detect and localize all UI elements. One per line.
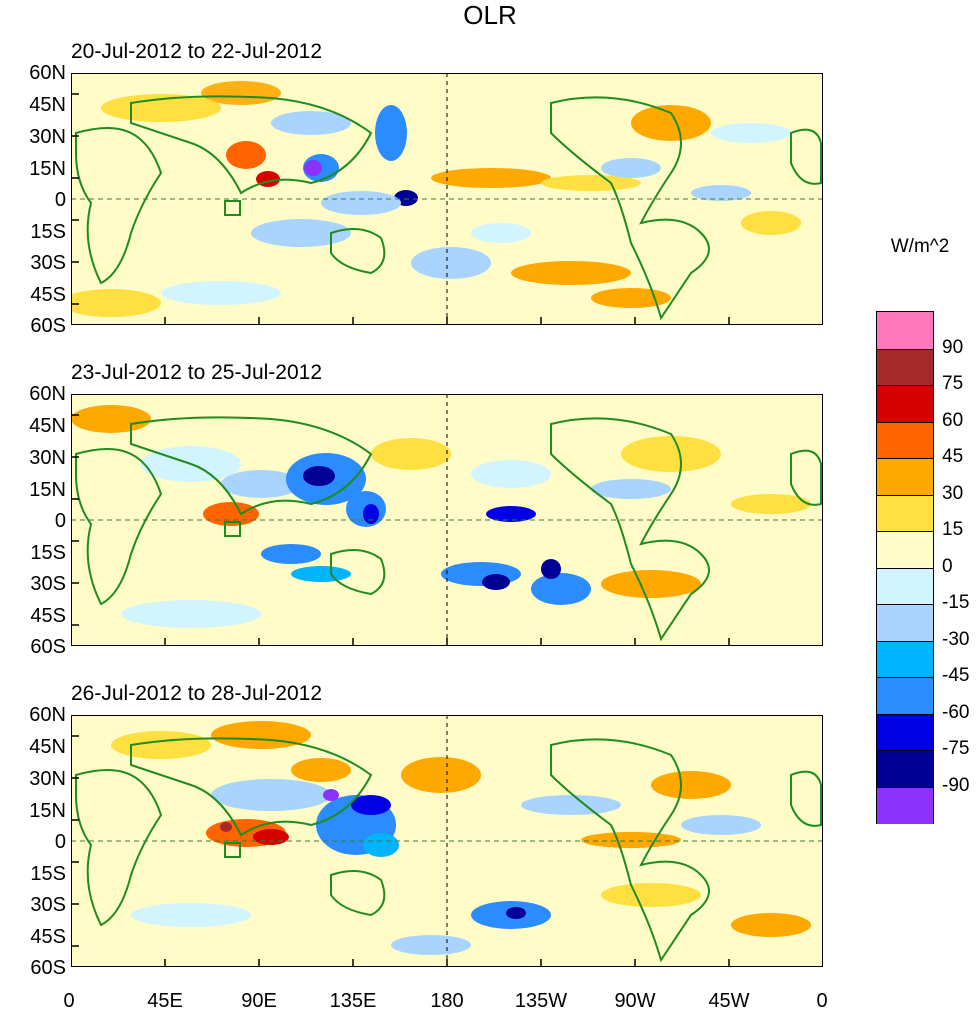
colorbar-box bbox=[877, 458, 933, 496]
page-title: OLR bbox=[463, 0, 517, 30]
lat-label: 30N bbox=[29, 768, 66, 790]
olr-map-panel-2 bbox=[71, 394, 823, 646]
lat-label: 60S bbox=[30, 957, 66, 979]
lat-label: 60N bbox=[29, 62, 66, 84]
colorbar-box bbox=[877, 348, 933, 386]
lon-label: 180 bbox=[430, 990, 464, 1012]
lat-label: 60N bbox=[29, 383, 66, 405]
lat-label: 45N bbox=[29, 94, 66, 116]
colorbar-label: 45 bbox=[942, 446, 964, 467]
lat-label: 45S bbox=[30, 605, 66, 627]
lat-label: 15S bbox=[30, 221, 66, 243]
lat-label: 60N bbox=[29, 704, 66, 726]
lon-label: 135E bbox=[329, 990, 377, 1012]
lat-label: 60S bbox=[30, 315, 66, 337]
lon-label: 135W bbox=[514, 990, 568, 1012]
colorbar-label: 0 bbox=[942, 555, 953, 577]
lat-label: 15S bbox=[30, 542, 66, 564]
colorbar-box bbox=[877, 385, 933, 423]
lat-label: 30N bbox=[29, 126, 66, 148]
colorbar-label: 15 bbox=[942, 519, 964, 540]
colorbar-box bbox=[877, 677, 933, 715]
lon-label: 90W bbox=[614, 990, 656, 1012]
olr-map-panel-1-svg bbox=[71, 73, 823, 325]
lat-label: 45S bbox=[30, 284, 66, 306]
colorbar-label: -45 bbox=[942, 665, 970, 686]
colorbar-box bbox=[877, 531, 933, 569]
colorbar-box bbox=[877, 750, 933, 788]
lat-label: 15N bbox=[29, 158, 66, 180]
colorbar-label: 30 bbox=[942, 482, 964, 504]
colorbar-label: -30 bbox=[942, 628, 970, 650]
panel-3-title: 26-Jul-2012 to 28-Jul-2012 bbox=[71, 682, 322, 705]
colorbar-label: 90 bbox=[942, 336, 964, 358]
colorbar-box bbox=[877, 567, 933, 605]
lat-label: 0 bbox=[54, 189, 66, 211]
lon-label: 45W bbox=[708, 990, 750, 1012]
lat-label: 45S bbox=[30, 926, 66, 948]
olr-map-panel-1 bbox=[71, 73, 823, 325]
colorbar-label: -15 bbox=[942, 592, 970, 613]
lat-label: 30N bbox=[29, 447, 66, 469]
colorbar-label: 75 bbox=[942, 373, 964, 394]
lat-label: 60S bbox=[30, 636, 66, 658]
lat-label: 30S bbox=[30, 894, 66, 916]
panel-1-title: 20-Jul-2012 to 22-Jul-2012 bbox=[71, 40, 322, 63]
grid-lines bbox=[71, 73, 823, 325]
panel-2-title: 23-Jul-2012 to 25-Jul-2012 bbox=[71, 361, 322, 384]
colorbar-label: -90 bbox=[942, 774, 970, 796]
olr-map-panel-3 bbox=[71, 715, 823, 967]
lat-label: 15N bbox=[29, 479, 66, 501]
lat-label: 15N bbox=[29, 800, 66, 822]
olr-map-panel-2-svg bbox=[71, 394, 823, 646]
colorbar-label: -75 bbox=[942, 738, 970, 759]
colorbar-box bbox=[877, 421, 933, 459]
colorbar-unit-label: W/m^2 bbox=[890, 236, 950, 257]
colorbar-label: 60 bbox=[942, 409, 964, 431]
lon-label: 0 bbox=[63, 990, 75, 1012]
lat-label: 30S bbox=[30, 573, 66, 595]
colorbar-box bbox=[877, 604, 933, 642]
lat-label: 45N bbox=[29, 736, 66, 758]
lat-label: 30S bbox=[30, 252, 66, 274]
colorbar bbox=[876, 311, 934, 824]
colorbar-box bbox=[877, 494, 933, 532]
lon-label: 45E bbox=[147, 990, 183, 1012]
lat-label: 45N bbox=[29, 415, 66, 437]
lon-label: 90E bbox=[241, 990, 277, 1012]
lon-label: 0 bbox=[816, 990, 828, 1012]
colorbar-box bbox=[877, 786, 933, 824]
colorbar-box bbox=[877, 312, 933, 349]
lat-label: 0 bbox=[54, 831, 66, 853]
colorbar-box bbox=[877, 713, 933, 751]
olr-map-panel-3-svg bbox=[71, 715, 823, 967]
colorbar-label: -60 bbox=[942, 701, 970, 723]
lat-label: 0 bbox=[54, 510, 66, 532]
colorbar-box bbox=[877, 640, 933, 678]
lat-label: 15S bbox=[30, 863, 66, 885]
